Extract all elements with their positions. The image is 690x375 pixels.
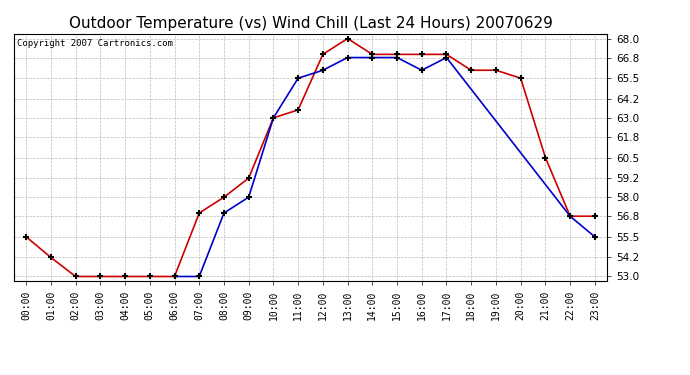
Title: Outdoor Temperature (vs) Wind Chill (Last 24 Hours) 20070629: Outdoor Temperature (vs) Wind Chill (Las… (68, 16, 553, 31)
Text: Copyright 2007 Cartronics.com: Copyright 2007 Cartronics.com (17, 39, 172, 48)
